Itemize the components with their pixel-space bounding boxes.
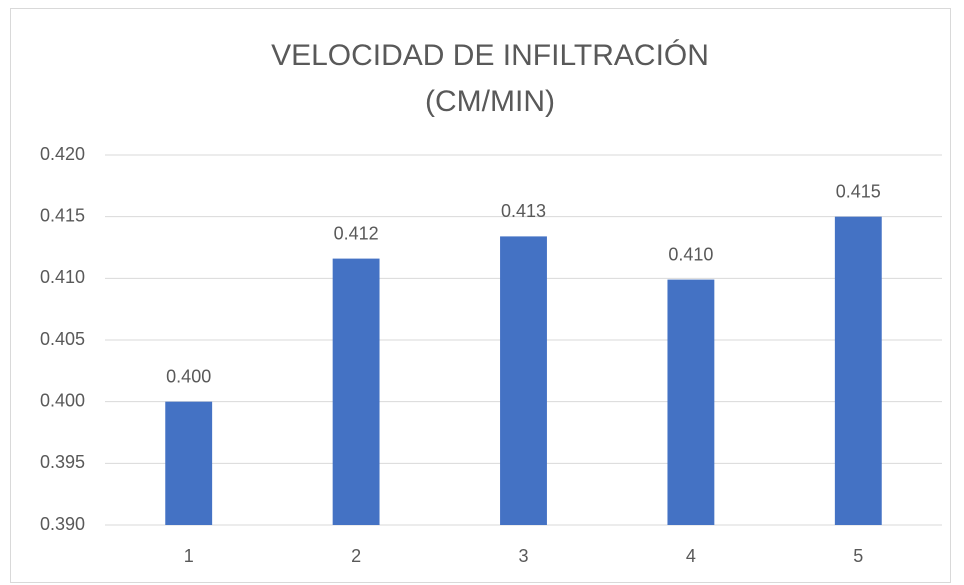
y-tick-label: 0.390 (40, 514, 85, 534)
bar (834, 216, 882, 525)
data-label: 0.410 (668, 244, 713, 264)
data-label: 0.412 (334, 223, 379, 243)
chart-title: VELOCIDAD DE INFILTRACIÓN (271, 39, 709, 72)
bar (667, 279, 715, 525)
y-tick-label: 0.410 (40, 267, 85, 287)
x-tick-label: 1 (184, 546, 194, 566)
x-tick-label: 3 (518, 546, 528, 566)
y-tick-label: 0.400 (40, 390, 85, 410)
bar (165, 401, 213, 525)
bar (500, 236, 547, 525)
chart-title: (CM/MIN) (425, 85, 555, 118)
data-label: 0.415 (836, 181, 881, 201)
y-tick-label: 0.405 (40, 329, 85, 349)
bar (332, 258, 380, 525)
x-tick-label: 2 (351, 546, 361, 566)
data-label: 0.413 (501, 201, 546, 221)
y-tick-label: 0.420 (40, 144, 85, 164)
x-tick-label: 4 (686, 546, 696, 566)
y-tick-label: 0.395 (40, 452, 85, 472)
y-tick-label: 0.415 (40, 205, 85, 225)
x-tick-label: 5 (853, 546, 863, 566)
data-label: 0.400 (166, 366, 211, 386)
